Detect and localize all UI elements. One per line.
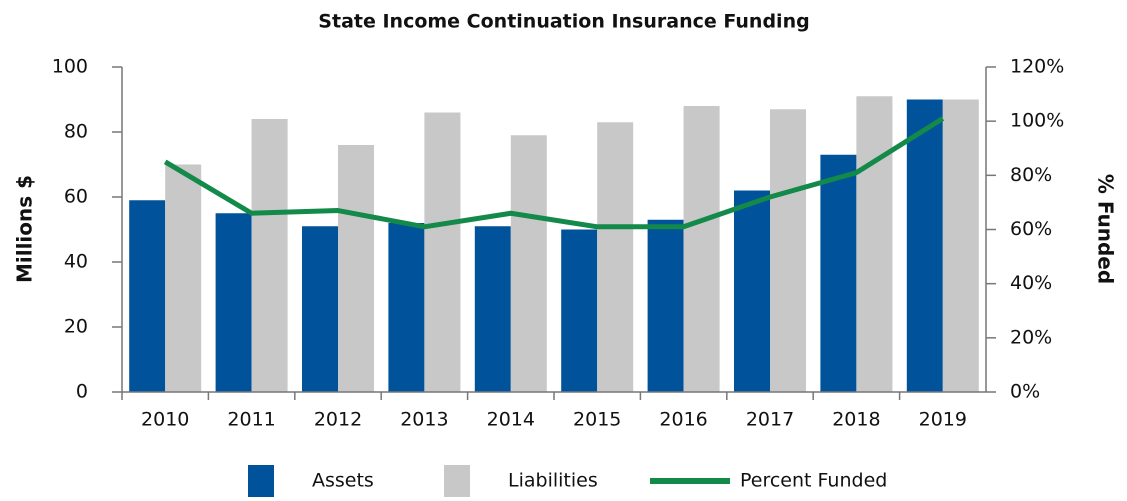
y-tick-label: 80 bbox=[64, 121, 88, 143]
bar bbox=[561, 229, 598, 392]
y2-tick-label: 80% bbox=[1010, 164, 1052, 186]
bar bbox=[906, 99, 943, 392]
x-tick-label: 2018 bbox=[832, 409, 880, 431]
legend-swatch bbox=[248, 465, 274, 497]
x-tick-label: 2011 bbox=[227, 409, 275, 431]
x-tick-label: 2013 bbox=[400, 409, 448, 431]
x-tick-label: 2017 bbox=[746, 409, 794, 431]
bar bbox=[474, 226, 511, 392]
y-tick-label: 40 bbox=[64, 251, 88, 273]
y-tick-label: 60 bbox=[64, 186, 88, 208]
x-tick-label: 2012 bbox=[314, 409, 362, 431]
legend-label: Liabilities bbox=[508, 470, 598, 492]
bar bbox=[165, 164, 202, 392]
y-tick-label: 20 bbox=[64, 316, 88, 338]
legend-label: Percent Funded bbox=[740, 470, 887, 492]
bar bbox=[129, 200, 166, 392]
bar bbox=[942, 99, 979, 392]
y2-tick-label: 0% bbox=[1010, 381, 1040, 403]
bar bbox=[215, 213, 252, 392]
legend-label: Assets bbox=[312, 470, 374, 492]
y-axis-label: Millions $ bbox=[13, 175, 37, 283]
y2-tick-label: 120% bbox=[1010, 56, 1064, 78]
y2-tick-label: 20% bbox=[1010, 326, 1052, 348]
y2-axis-label: % Funded bbox=[1094, 174, 1118, 284]
bar bbox=[510, 135, 547, 392]
bar bbox=[770, 109, 806, 392]
bar bbox=[388, 223, 425, 392]
x-tick-label: 2016 bbox=[659, 409, 707, 431]
bar bbox=[820, 154, 857, 392]
chart-title: State Income Continuation Insurance Fund… bbox=[318, 11, 809, 33]
y2-tick-label: 40% bbox=[1010, 272, 1052, 294]
bar bbox=[338, 145, 374, 392]
y2-tick-label: 100% bbox=[1010, 110, 1064, 132]
x-tick-label: 2019 bbox=[919, 409, 967, 431]
bar bbox=[302, 226, 338, 392]
y-tick-label: 0 bbox=[76, 381, 88, 403]
legend-swatch bbox=[444, 465, 470, 497]
bar bbox=[251, 119, 288, 392]
bar bbox=[597, 122, 634, 392]
bar bbox=[647, 219, 684, 392]
line bbox=[163, 116, 945, 230]
bar bbox=[683, 106, 720, 392]
x-tick-label: 2015 bbox=[573, 409, 621, 431]
bar bbox=[424, 112, 461, 392]
y2-tick-label: 60% bbox=[1010, 218, 1052, 240]
x-tick-label: 2014 bbox=[487, 409, 535, 431]
bar bbox=[856, 96, 893, 392]
bar bbox=[734, 190, 770, 392]
y-tick-label: 100 bbox=[52, 56, 88, 78]
x-tick-label: 2010 bbox=[141, 409, 189, 431]
